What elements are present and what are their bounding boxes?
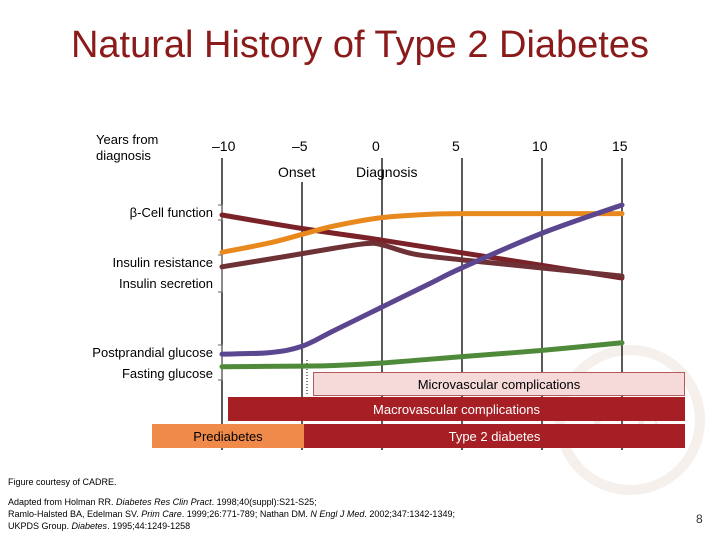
reference-line-2: Ramlo-Halsted BA, Edelman SV. Prim Care.… xyxy=(8,508,455,520)
x-tick-label: 5 xyxy=(452,138,460,154)
ref2-text: Ramlo-Halsted BA, Edelman SV. xyxy=(8,509,142,519)
series-lines xyxy=(219,202,625,370)
x-tick-label: 0 xyxy=(372,138,380,154)
series-line-fasting xyxy=(219,340,625,370)
row-brackets xyxy=(218,204,223,381)
ref1-journal: Diabetes Res Clin Pract xyxy=(116,497,212,507)
prediabetes-label: Prediabetes xyxy=(193,428,263,444)
series-line-insulin-secretion xyxy=(219,240,625,279)
type2-diabetes-bar: Type 2 diabetes xyxy=(304,424,685,448)
figure-courtesy: Figure courtesy of CADRE. xyxy=(8,477,117,487)
row-bracket xyxy=(218,204,223,221)
microvascular-label: Microvascular complications xyxy=(417,376,581,392)
ref3-text: UKPDS Group. xyxy=(8,521,72,531)
slide-title: Natural History of Type 2 Diabetes xyxy=(70,24,649,66)
diagnosis-label: Diagnosis xyxy=(356,164,418,180)
x-tick-label: –5 xyxy=(292,138,308,154)
ref2-journal-1: Prim Care xyxy=(141,509,182,519)
ref2-citation-2: . 2002;347:1342-1349; xyxy=(364,509,455,519)
row-bracket xyxy=(218,344,223,381)
ref2-citation-1: . 1999;26:771-789; Nathan DM. xyxy=(181,509,311,519)
type2-diabetes-label: Type 2 diabetes xyxy=(448,428,541,444)
references: Adapted from Holman RR. Diabetes Res Cli… xyxy=(8,496,455,532)
postprandial-label: Postprandial glucose xyxy=(92,345,213,360)
slide-number: 8 xyxy=(696,512,703,526)
reference-line-3: UKPDS Group. Diabetes. 1995;44:1249-1258 xyxy=(8,520,455,532)
series-line-insulin-resistance xyxy=(219,211,625,255)
x-tick-label: 10 xyxy=(532,138,548,154)
beta-cell-label: β-Cell function xyxy=(129,205,213,220)
fasting-label: Fasting glucose xyxy=(121,366,213,381)
ref2-journal-2: N Engl J Med xyxy=(310,509,365,519)
series-line-postprandial xyxy=(219,202,625,357)
ref3-journal: Diabetes xyxy=(71,521,108,531)
macrovascular-label: Macrovascular complications xyxy=(373,401,540,417)
onset-label: Onset xyxy=(278,164,316,180)
ref3-citation: . 1995;44:1249-1258 xyxy=(107,521,191,531)
insulin-resistance-label: Insulin resistance xyxy=(112,255,213,270)
prediabetes-bar: Prediabetes xyxy=(152,424,304,448)
macrovascular-bar: Macrovascular complications xyxy=(228,397,685,421)
reference-line-1: Adapted from Holman RR. Diabetes Res Cli… xyxy=(8,496,455,508)
microvascular-bar: Microvascular complications xyxy=(313,372,685,396)
ref1-text: Adapted from Holman RR. xyxy=(8,497,117,507)
x-tick-label: –10 xyxy=(212,138,236,154)
row-bracket xyxy=(218,254,223,293)
ref1-citation: . 1998;40(suppl):S21-S25; xyxy=(211,497,317,507)
x-tick-label: 15 xyxy=(612,138,628,154)
insulin-secretion-label: Insulin secretion xyxy=(119,276,213,291)
years-label: Years from diagnosis xyxy=(96,132,159,163)
